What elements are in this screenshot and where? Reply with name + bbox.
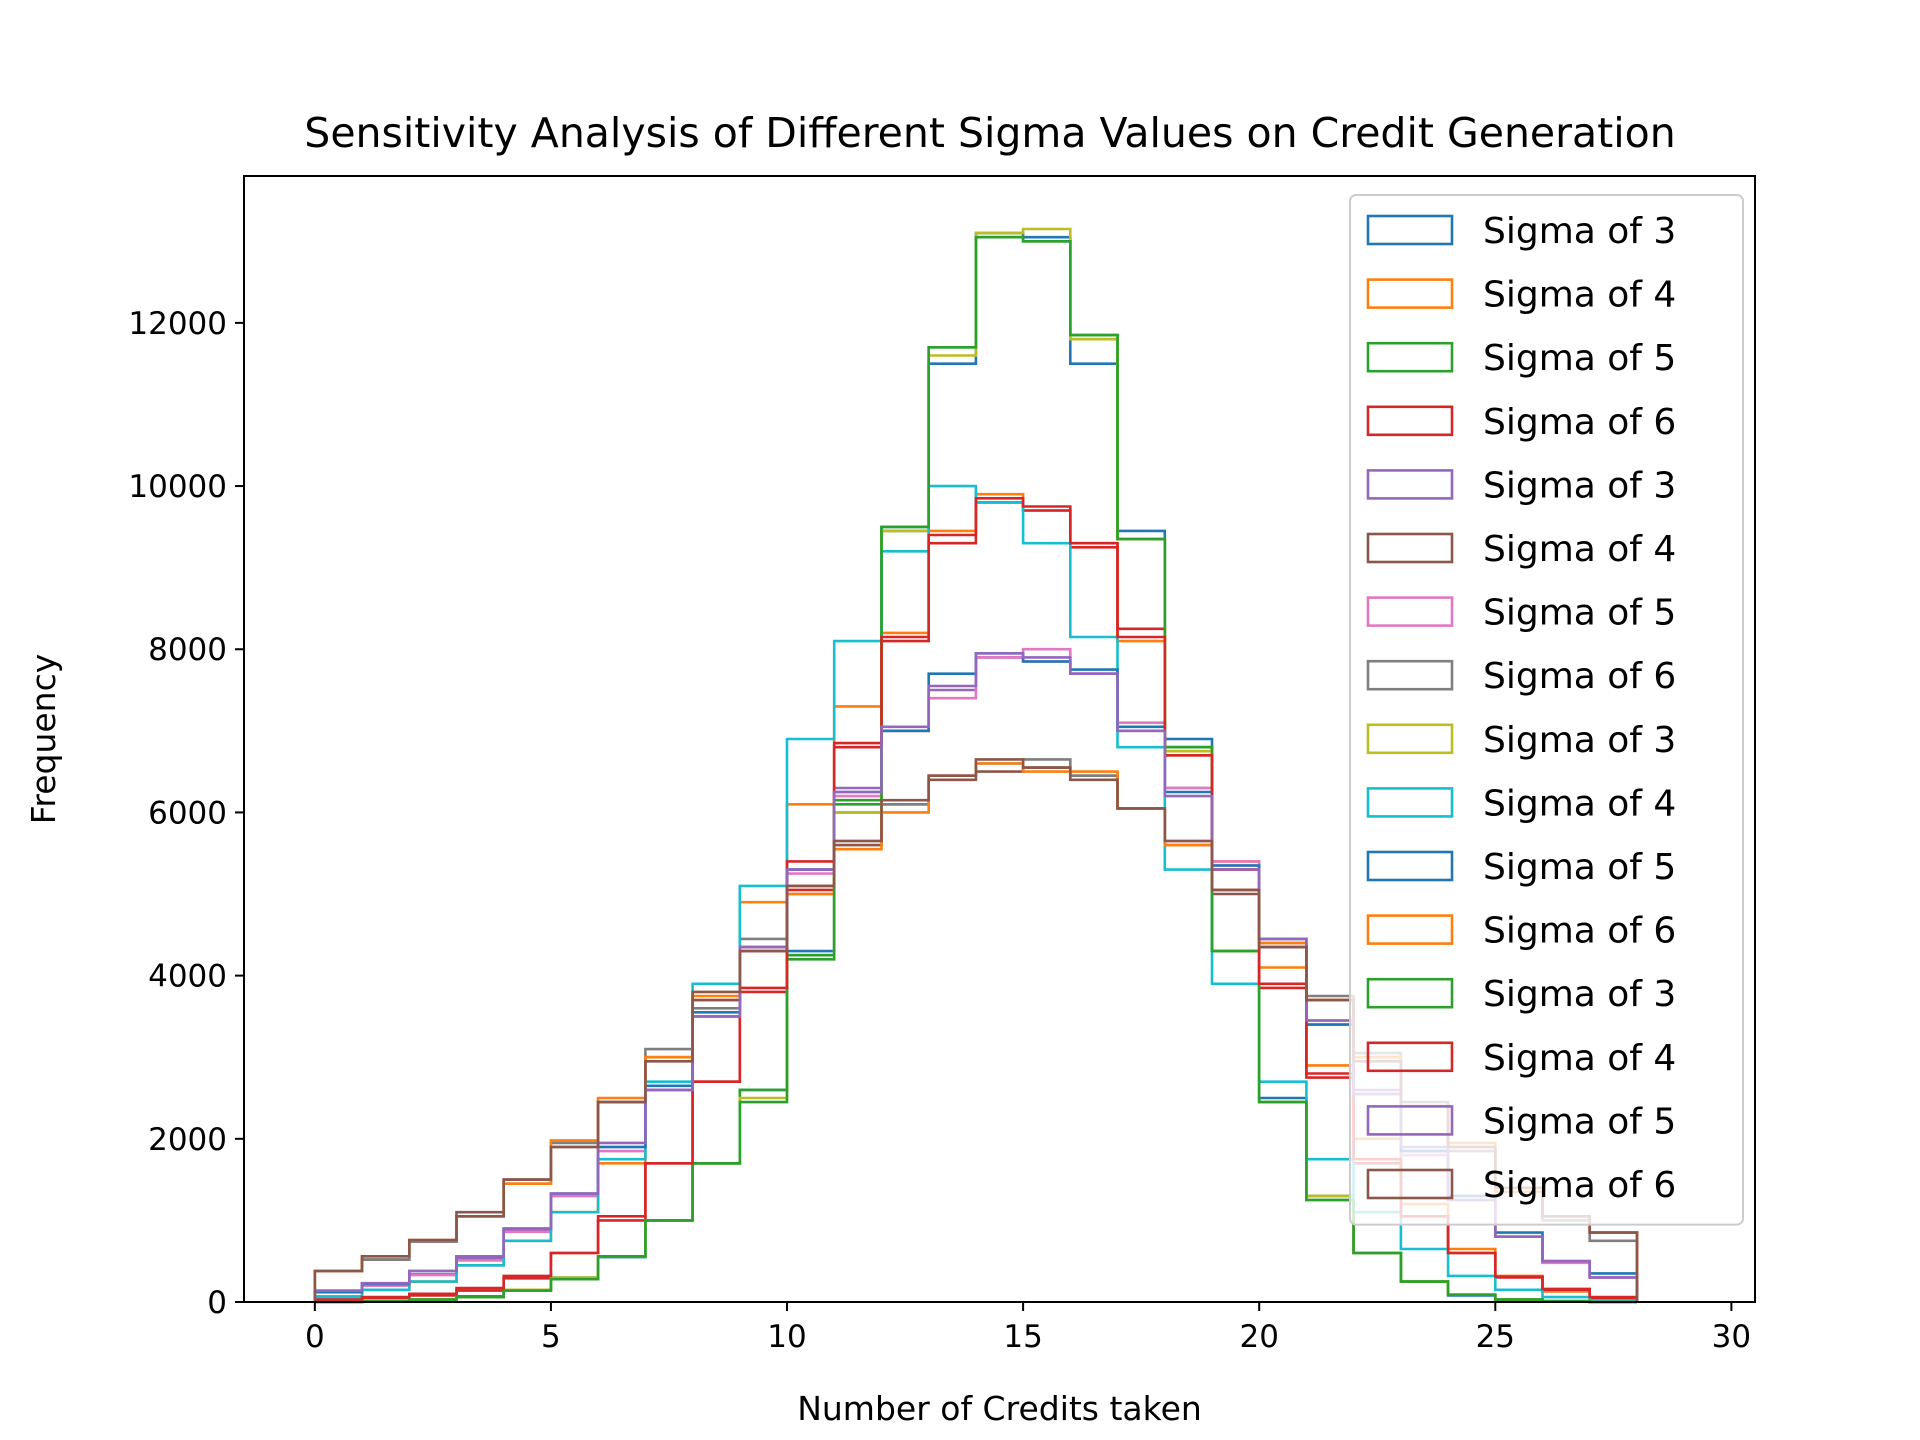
legend-label: Sigma of 3 — [1483, 211, 1676, 252]
legend-label: Sigma of 5 — [1483, 1101, 1676, 1142]
legend-swatch — [1366, 659, 1454, 691]
legend-box — [1349, 194, 1744, 1226]
legend-swatch — [1366, 596, 1454, 627]
axes-layer: 0 5 10 15 20 25 30 0 2000 4000 6000 8000 10000 12000 — [128, 306, 1751, 1355]
x-tick-label: 10 — [767, 1319, 806, 1355]
legend-label: Sigma of 6 — [1483, 402, 1676, 443]
legend-label: Sigma of 3 — [1483, 465, 1676, 506]
legend-swatch — [1366, 1041, 1454, 1073]
x-axis-label: Number of Credits taken — [797, 1389, 1202, 1428]
y-tick-label: 12000 — [128, 306, 227, 342]
legend-swatch — [1366, 723, 1454, 755]
x-tick-label: 30 — [1712, 1319, 1751, 1355]
legend-swatch — [1366, 532, 1454, 564]
legend-label: Sigma of 3 — [1483, 720, 1676, 761]
legend-label: Sigma of 4 — [1483, 783, 1676, 824]
legend-swatch — [1366, 850, 1454, 882]
series-10-step — [313, 484, 1639, 1302]
y-tick-label: 2000 — [148, 1122, 227, 1158]
legend-swatch — [1366, 977, 1454, 1009]
x-tick-label: 15 — [1003, 1319, 1042, 1355]
y-tick-label: 0 — [207, 1285, 227, 1321]
series-13-step — [314, 235, 1637, 1304]
chart-title: Sensitivity Analysis of Different Sigma … — [304, 109, 1675, 157]
legend-label: Sigma of 4 — [1483, 529, 1676, 570]
y-axis-label: Frequency — [24, 654, 63, 824]
legend-label: Sigma of 3 — [1483, 974, 1676, 1015]
legend-swatch — [1366, 341, 1454, 373]
legend-swatch — [1366, 787, 1454, 818]
legend-swatch — [1366, 469, 1454, 500]
legend-swatch — [1366, 214, 1454, 246]
legend-label: Sigma of 5 — [1483, 593, 1676, 634]
legend-label: Sigma of 6 — [1483, 656, 1676, 697]
x-tick-label: 25 — [1476, 1319, 1515, 1355]
x-tick-label: 20 — [1239, 1319, 1278, 1355]
legend-label: Sigma of 6 — [1483, 911, 1676, 952]
x-tick-label: 0 — [305, 1319, 325, 1355]
legend-swatch — [1366, 1168, 1454, 1200]
y-tick-label: 10000 — [128, 469, 227, 505]
legend-label: Sigma of 5 — [1483, 847, 1676, 888]
plot-frame — [243, 175, 1756, 1303]
x-tick-label: 5 — [541, 1319, 561, 1355]
y-tick-label: 6000 — [148, 795, 227, 831]
legend-swatch — [1366, 914, 1454, 945]
legend-swatch — [1366, 405, 1454, 437]
y-tick-label: 8000 — [148, 632, 227, 668]
y-tick-label: 4000 — [148, 959, 227, 995]
legend-label: Sigma of 6 — [1483, 1165, 1676, 1206]
legend-label: Sigma of 4 — [1483, 275, 1676, 316]
legend-label: Sigma of 5 — [1483, 338, 1676, 379]
legend-label: Sigma of 4 — [1483, 1038, 1676, 1079]
legend-swatch — [1366, 278, 1454, 309]
legend-swatch — [1366, 1105, 1454, 1136]
legend: Sigma of 3 Sigma of 4 Sigma of 5 Sigma of 6… — [1349, 194, 1744, 1226]
